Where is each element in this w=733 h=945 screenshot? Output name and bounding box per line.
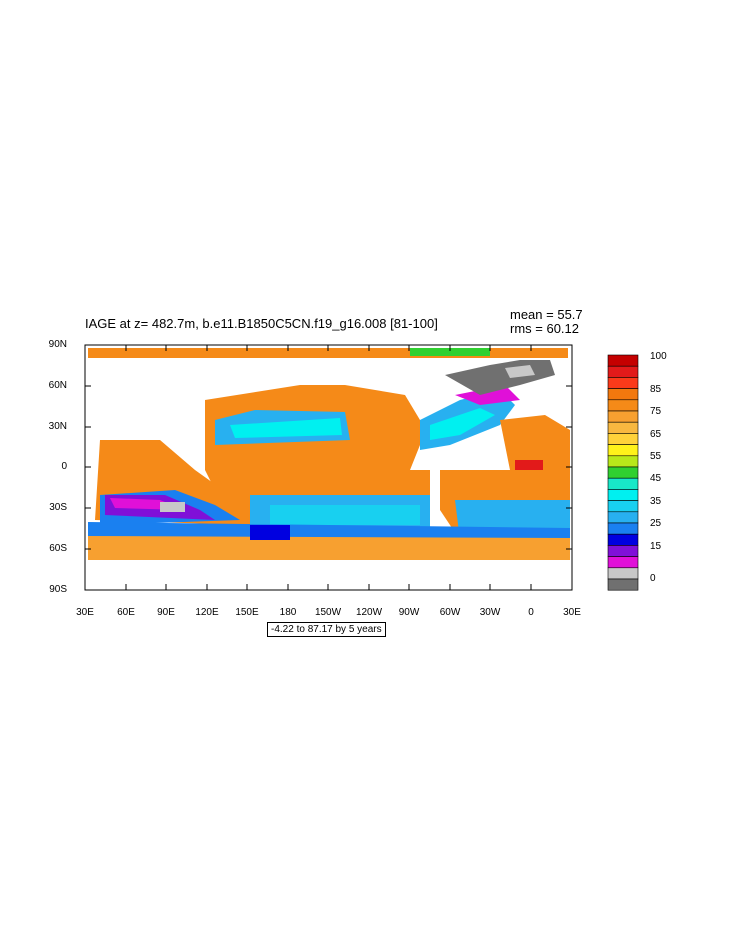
lon-label: 120W — [355, 607, 383, 618]
colorbar-label: 75 — [650, 406, 662, 417]
colorbar-swatch — [607, 354, 639, 367]
colorbar — [607, 354, 639, 591]
lon-label: 90E — [157, 607, 175, 618]
lon-label: 180 — [279, 607, 297, 618]
colorbar-swatch — [607, 365, 639, 378]
lat-label: 0 — [61, 461, 67, 472]
colorbar-swatch — [607, 455, 639, 468]
lon-label: 0 — [528, 607, 534, 618]
map-title: IAGE at z= 482.7m, b.e11.B1850C5CN.f19_g… — [85, 316, 438, 331]
colorbar-swatch — [607, 545, 639, 557]
contour-range-label: -4.22 to 87.17 by 5 years — [267, 622, 386, 637]
lat-label: 30S — [49, 502, 67, 513]
lat-label: 90N — [48, 339, 67, 350]
lat-label: 60N — [48, 380, 67, 391]
colorbar-swatch — [607, 533, 639, 546]
colorbar-swatch — [607, 522, 639, 535]
colorbar-label: 0 — [650, 573, 656, 584]
colorbar-swatch — [607, 444, 639, 457]
colorbar-label: 85 — [650, 384, 662, 395]
lat-label: 60S — [49, 543, 67, 554]
colorbar-swatch — [607, 410, 639, 423]
colorbar-swatch — [607, 399, 639, 412]
y-ticks — [85, 344, 572, 591]
lat-label: 30N — [48, 421, 67, 432]
lon-label: 60W — [439, 607, 461, 618]
colorbar-label: 65 — [650, 429, 662, 440]
colorbar-swatch — [607, 489, 639, 501]
colorbar-swatch — [607, 578, 639, 591]
ocean-field — [88, 348, 570, 560]
mean-value: mean = 55.7 — [510, 307, 583, 322]
rms-value: rms = 60.12 — [510, 321, 580, 336]
lon-label: 90W — [398, 607, 420, 618]
lon-label: 30E — [76, 607, 94, 618]
x-ticks — [84, 345, 573, 590]
colorbar-label: 55 — [650, 451, 662, 462]
colorbar-swatch — [607, 421, 639, 434]
colorbar-label: 35 — [650, 496, 662, 507]
colorbar-label: 25 — [650, 518, 662, 529]
lon-label: 150E — [235, 607, 259, 618]
colorbar-swatch — [607, 556, 639, 569]
colorbar-swatch — [607, 477, 639, 490]
lon-label: 30E — [563, 607, 581, 618]
colorbar-swatch — [607, 433, 639, 445]
colorbar-swatch — [607, 511, 639, 524]
lat-label: 90S — [49, 584, 67, 595]
colorbar-swatch — [607, 500, 639, 513]
colorbar-label: 100 — [650, 351, 667, 362]
colorbar-swatch — [607, 377, 639, 389]
lon-label: 30W — [479, 607, 501, 618]
colorbar-label: 15 — [650, 541, 662, 552]
lon-label: 120E — [195, 607, 219, 618]
colorbar-swatch — [607, 466, 639, 479]
lon-label: 60E — [117, 607, 135, 618]
colorbar-swatch — [607, 567, 639, 580]
colorbar-label: 45 — [650, 473, 662, 484]
colorbar-swatch — [607, 388, 639, 401]
lon-label: 150W — [314, 607, 342, 618]
